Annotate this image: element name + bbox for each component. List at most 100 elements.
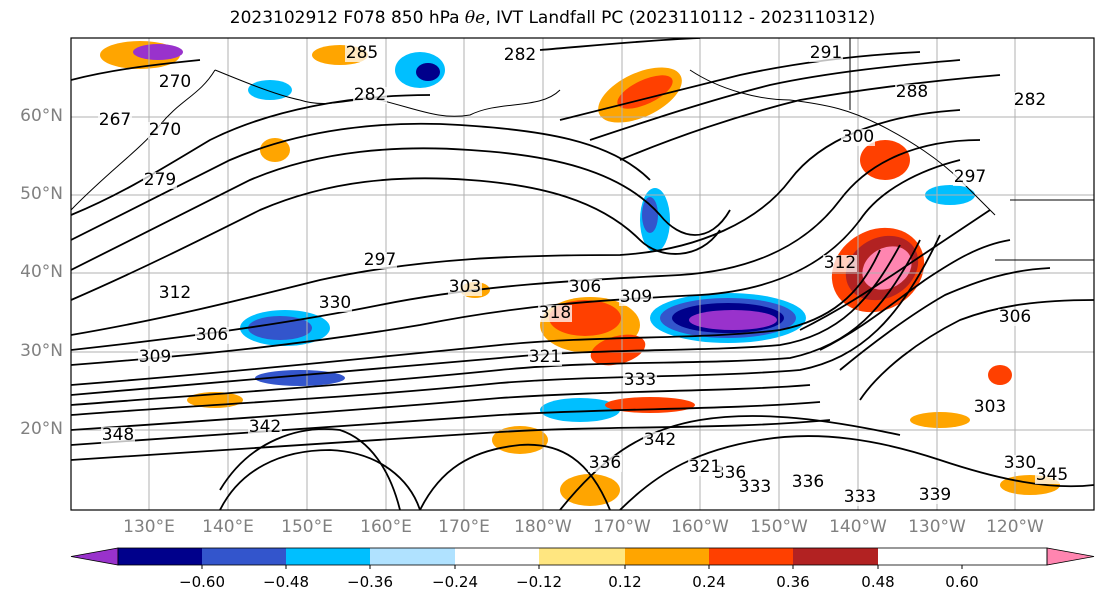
latitude-label: 40°N xyxy=(20,262,63,282)
longitude-label: 160°W xyxy=(671,517,729,537)
negative-anomaly-region xyxy=(689,310,777,330)
title-suffix: , IVT Landfall PC (2023110112 - 20231103… xyxy=(485,8,876,28)
contour-label-background xyxy=(138,349,172,366)
contour-label: 321 xyxy=(689,457,721,477)
contour-line xyxy=(559,51,921,121)
longitude-label: 120°W xyxy=(986,517,1044,537)
contour-line xyxy=(71,244,901,396)
contour-label: 297 xyxy=(364,250,396,270)
colorbar-tick-label: 0.12 xyxy=(608,573,642,591)
contour-label-background xyxy=(448,279,482,296)
contour-label-group: 285 282 291 282 288 270 267 270 282 300 297 279 297 3… xyxy=(98,43,1069,507)
contour-label: 267 xyxy=(99,110,131,130)
contour-label: 300 xyxy=(842,127,874,147)
longitude-label: 140°E xyxy=(202,517,254,537)
contour-label: 282 xyxy=(1014,90,1046,110)
contour-label-background xyxy=(158,285,192,302)
contour-label: 270 xyxy=(149,120,181,140)
longitude-label: 170°W xyxy=(593,517,651,537)
contour-label: 309 xyxy=(620,287,652,307)
contour-label-background xyxy=(918,487,952,504)
contour-label-background xyxy=(148,122,182,139)
contour-label: 279 xyxy=(144,170,176,190)
boundary-lines xyxy=(995,199,1094,261)
contour-line xyxy=(819,239,1011,351)
colorbar-tick-label: −0.48 xyxy=(263,573,309,591)
coastlines xyxy=(71,38,1094,261)
ivt-pc-shading xyxy=(100,41,1060,506)
contour-label: 333 xyxy=(844,487,876,507)
contour-line xyxy=(859,299,1094,401)
colorbar-tick-label: −0.36 xyxy=(347,573,393,591)
colorbar-swatch xyxy=(625,548,709,565)
contour-label-background xyxy=(998,309,1032,326)
contour-label: 342 xyxy=(249,417,281,437)
map-frame xyxy=(70,37,1095,511)
map-plot-area xyxy=(71,38,1094,510)
colorbar-swatch xyxy=(539,548,625,565)
contour-label: 348 xyxy=(102,425,134,445)
contour-label-background xyxy=(318,295,352,312)
contour-label-background xyxy=(568,279,602,296)
longitude-label: 170°E xyxy=(438,517,490,537)
longitude-label: 150°W xyxy=(750,517,808,537)
positive-anomaly-region xyxy=(590,334,646,366)
contour-label-background xyxy=(248,419,282,436)
colorbar-border xyxy=(117,547,1048,566)
contour-label: 303 xyxy=(974,397,1006,417)
contour-line xyxy=(71,109,961,336)
longitude-label: 130°E xyxy=(123,517,175,537)
contour-label: 270 xyxy=(159,72,191,92)
longitude-label: 140°W xyxy=(829,517,887,537)
contour-label: 333 xyxy=(739,477,771,497)
negative-anomaly-region xyxy=(133,44,183,60)
contour-label: 339 xyxy=(919,485,951,505)
contour-line xyxy=(799,209,991,331)
contour-line xyxy=(71,249,881,386)
positive-anomaly-region xyxy=(260,138,290,162)
colorbar-tick-label: 0.48 xyxy=(861,573,895,591)
contour-label: 288 xyxy=(896,82,928,102)
contour-line xyxy=(71,139,981,351)
longitude-label: 180°W xyxy=(514,517,572,537)
contour-label-background xyxy=(353,87,387,104)
colorbar xyxy=(70,547,1095,569)
contour-label-background xyxy=(588,455,622,472)
negative-anomaly-region xyxy=(642,197,658,233)
contour-label-background xyxy=(953,169,987,186)
contour-line xyxy=(419,443,611,510)
colorbar-swatch xyxy=(370,548,455,565)
contour-label-background xyxy=(158,74,192,91)
contour-label-background xyxy=(98,112,132,129)
latitude-label: 50°N xyxy=(20,184,63,204)
contour-label-background xyxy=(1013,92,1047,109)
contour-line xyxy=(589,59,961,141)
contour-line xyxy=(71,177,721,301)
positive-anomaly-region xyxy=(617,75,673,109)
contour-label-background xyxy=(363,252,397,269)
colorbar-tick-label: −0.24 xyxy=(432,573,478,591)
colorbar-swatch xyxy=(202,548,286,565)
contour-label: 282 xyxy=(354,85,386,105)
contour-label: 318 xyxy=(539,303,571,323)
longitude-label: 150°E xyxy=(281,517,333,537)
contour-label-background xyxy=(619,289,653,306)
contour-label: 303 xyxy=(449,277,481,297)
contour-line xyxy=(71,234,941,416)
contour-line xyxy=(71,384,811,431)
negative-anomaly-region xyxy=(416,63,440,81)
contour-line xyxy=(71,419,831,461)
contour-label: 291 xyxy=(810,43,842,63)
negative-anomaly-region xyxy=(540,398,620,422)
contour-line xyxy=(539,38,701,51)
contour-label-background xyxy=(973,399,1007,416)
contour-label-background xyxy=(623,372,657,389)
colorbar-swatch xyxy=(709,548,793,565)
contour-label: 336 xyxy=(792,472,824,492)
contour-label-background xyxy=(895,84,929,101)
contour-label: 336 xyxy=(589,453,621,473)
graticule xyxy=(71,38,1094,510)
longitude-label: 130°W xyxy=(908,517,966,537)
contour-line xyxy=(839,267,1051,371)
positive-anomaly-region xyxy=(988,365,1012,385)
